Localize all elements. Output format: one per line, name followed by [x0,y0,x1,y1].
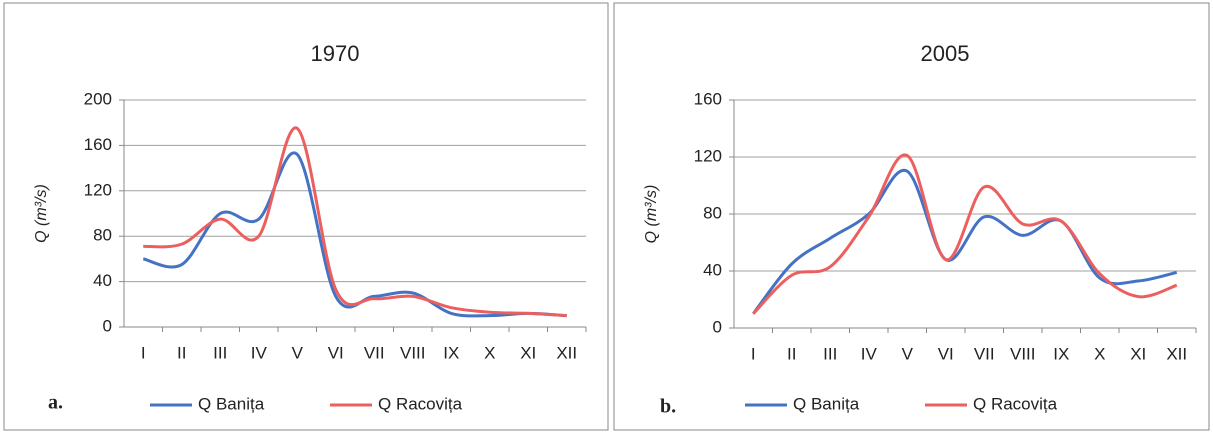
x-tick-label: XII [556,343,577,362]
line-series [143,126,567,318]
y-tick-label: 0 [713,317,722,336]
legend-label: Q Racovița [378,394,463,413]
x-tick-label: VI [938,344,954,363]
x-tick-label: V [902,344,914,363]
y-tick-label: 80 [93,226,112,245]
y-axis-label: Q (m³/s) [33,184,50,243]
x-tick-label: I [751,344,756,363]
x-tick-label: IV [251,343,268,362]
line-series [752,168,1178,315]
x-tick-label: II [787,344,796,363]
x-tick-label: VIII [400,343,426,362]
y-tick-label: 120 [84,180,112,199]
line-series [752,153,1178,315]
x-tick-label: IV [861,344,878,363]
y-tick-label: 40 [703,260,722,279]
x-tick-label: III [823,344,837,363]
x-tick-label: III [213,343,227,362]
y-tick-label: 40 [93,271,112,290]
x-tick-label: I [141,343,146,362]
line-series [142,151,567,318]
y-tick-label: 160 [84,135,112,154]
panel-border [613,2,1210,431]
x-tick-label: XII [1166,344,1187,363]
panel-label: a. [48,392,63,414]
x-tick-label: V [292,343,304,362]
chart-title: 2005 [921,41,970,66]
y-axis-label: Q (m³/s) [643,185,660,244]
x-tick-label: II [177,343,186,362]
x-tick-label: VI [328,343,344,362]
x-tick-label: X [1094,344,1105,363]
x-tick-label: VIII [1010,344,1036,363]
legend-label: Q Banița [793,394,860,413]
x-tick-label: VII [364,343,385,362]
x-tick-label: X [484,343,495,362]
panel-border [3,2,609,431]
legend-label: Q Banița [198,394,265,413]
legend-label: Q Racovița [973,394,1058,413]
chart-title: 1970 [311,41,360,66]
x-tick-label: VII [974,344,995,363]
y-tick-label: 200 [84,89,112,108]
y-tick-label: 80 [703,203,722,222]
x-tick-label: XI [520,343,536,362]
x-tick-label: XI [1130,344,1146,363]
x-tick-label: IX [1053,344,1069,363]
panel-label: b. [660,396,676,418]
y-tick-label: 0 [103,316,112,335]
y-tick-label: 160 [694,89,722,108]
x-tick-label: IX [443,343,459,362]
y-tick-label: 120 [694,146,722,165]
